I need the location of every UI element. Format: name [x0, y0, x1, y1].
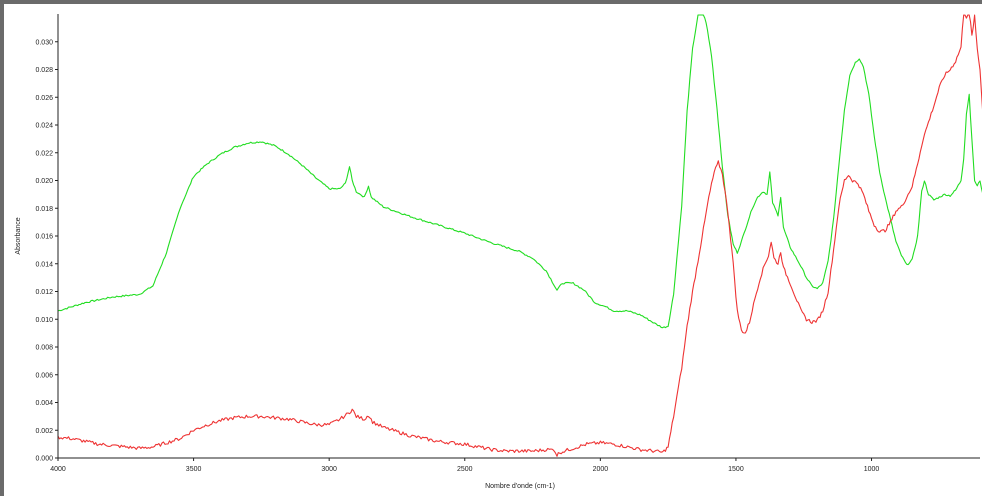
x-tick-label: 1500: [728, 466, 744, 473]
x-tick-label: 2000: [593, 466, 609, 473]
x-tick-label: 4000: [50, 466, 66, 473]
y-tick-label: 0.024: [35, 123, 53, 130]
spectrum-series-2: [57, 14, 982, 457]
y-tick-label: 0.020: [35, 178, 53, 185]
y-axis-ticks: 0.000 0.002 0.004 0.006 0.008 0.010 0.012 0.014…: [35, 39, 58, 463]
y-tick-label: 0.026: [35, 95, 53, 102]
spectrum-series-1: [57, 14, 982, 329]
y-tick-label: 0.028: [35, 67, 53, 74]
y-tick-label: 0.004: [35, 400, 53, 407]
x-tick-label: 1000: [864, 466, 880, 473]
y-tick-label: 0.030: [35, 39, 53, 46]
y-tick-label: 0.000: [35, 456, 53, 463]
y-tick-label: 0.006: [35, 372, 53, 379]
x-tick-label: 3000: [321, 466, 337, 473]
y-tick-label: 0.002: [35, 428, 53, 435]
x-axis-ticks: 4000 3500 3000 2500 2000 1500 1000: [50, 458, 879, 473]
y-tick-label: 0.018: [35, 206, 53, 213]
y-tick-label: 0.008: [35, 345, 53, 352]
x-axis-title: Nombre d'onde (cm-1): [485, 483, 555, 490]
y-tick-label: 0.012: [35, 289, 53, 296]
y-axis-title: Absorbance: [15, 217, 22, 254]
plot-area: [58, 14, 980, 458]
y-tick-label: 0.022: [35, 150, 53, 157]
y-tick-label: 0.016: [35, 234, 53, 241]
y-tick-label: 0.014: [35, 261, 53, 268]
series-layer: [57, 14, 982, 457]
x-tick-label: 2500: [457, 466, 473, 473]
x-tick-label: 3500: [186, 466, 202, 473]
y-tick-label: 0.010: [35, 317, 53, 324]
